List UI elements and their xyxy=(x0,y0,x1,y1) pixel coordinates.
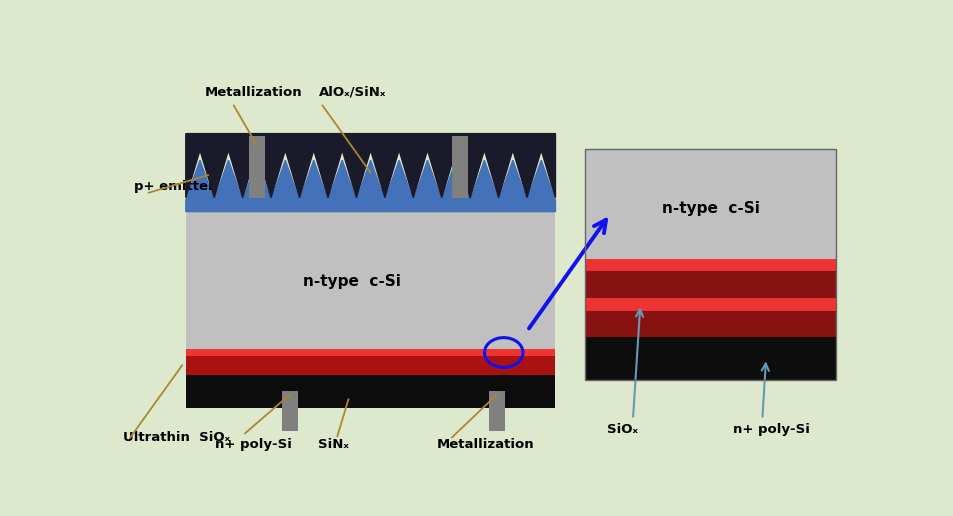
Bar xyxy=(584,259,836,271)
Bar xyxy=(584,271,836,298)
Bar xyxy=(584,311,836,337)
Bar xyxy=(584,337,836,380)
Bar xyxy=(249,136,265,198)
Bar xyxy=(186,356,555,375)
Text: Ultrathin  SiOₓ: Ultrathin SiOₓ xyxy=(123,431,230,444)
Bar xyxy=(282,391,298,431)
Text: AlOₓ/SiNₓ: AlOₓ/SiNₓ xyxy=(318,86,386,99)
Bar xyxy=(488,391,505,431)
Text: n-type  c-Si: n-type c-Si xyxy=(661,201,759,216)
Polygon shape xyxy=(186,134,555,198)
Bar xyxy=(584,298,836,311)
Text: SiOₓ: SiOₓ xyxy=(606,424,638,437)
Bar xyxy=(186,200,555,349)
Text: n+ poly-Si: n+ poly-Si xyxy=(732,424,809,437)
Text: Metallization: Metallization xyxy=(204,86,301,99)
Text: n+ poly-Si: n+ poly-Si xyxy=(215,438,292,451)
Text: n-type  c-Si: n-type c-Si xyxy=(303,275,400,289)
Bar xyxy=(452,136,468,198)
Bar xyxy=(186,349,555,356)
Bar xyxy=(584,149,836,259)
Bar xyxy=(186,375,555,408)
Polygon shape xyxy=(186,160,555,212)
Text: SiNₓ: SiNₓ xyxy=(318,438,349,451)
Text: p+ emitter: p+ emitter xyxy=(133,180,214,193)
Text: Metallization: Metallization xyxy=(436,438,535,451)
Bar xyxy=(584,149,836,380)
